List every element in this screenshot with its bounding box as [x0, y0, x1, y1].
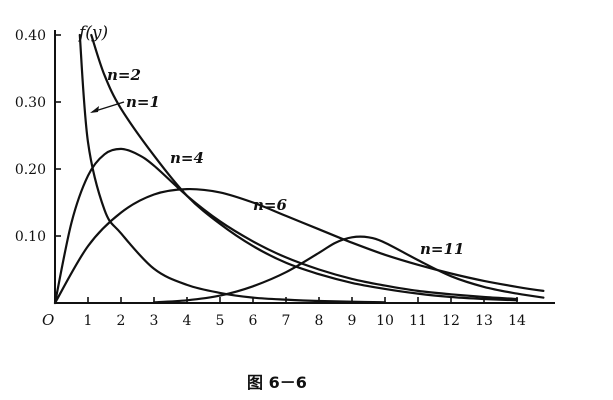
x-tick-label: 3 [150, 313, 159, 329]
y-axis-label: f(y) [77, 23, 108, 43]
x-tick-label: 12 [442, 313, 460, 329]
curve-n-1 [78, 33, 387, 304]
series-label-n-6: n=6 [253, 196, 287, 214]
figure-caption: 图 6－6 [247, 373, 307, 392]
x-tick-label: 4 [183, 313, 192, 329]
curve-n-2 [90, 33, 519, 302]
y-tick-label: 0.30 [15, 95, 46, 111]
x-tick-label: 9 [348, 313, 357, 329]
x-tick-label: 2 [117, 313, 126, 329]
curve-n-11 [152, 235, 545, 304]
x-tick-label: 13 [475, 313, 493, 329]
series-label-n-4: n=4 [170, 149, 204, 167]
y-tick-label: 0.40 [15, 28, 46, 44]
n1-leader-arrowhead [90, 106, 99, 113]
curve-n-6 [53, 187, 545, 305]
origin-label: O [42, 311, 54, 329]
x-tick-label: 7 [282, 313, 291, 329]
series-labels: n=2 n=1 n=4 n=6 n=11 [90, 66, 464, 258]
series-curves [53, 33, 545, 305]
series-label-n-1: n=1 [126, 93, 160, 111]
series-label-n-11: n=11 [420, 240, 464, 258]
x-ticks: 1 2 3 4 5 6 7 8 9 10 11 12 13 14 [84, 297, 526, 329]
x-tick-label: 5 [216, 313, 225, 329]
x-tick-label: 6 [249, 313, 258, 329]
y-tick-label: 0.10 [15, 229, 46, 245]
x-tick-label: 14 [508, 313, 526, 329]
y-tick-label: 0.20 [15, 162, 46, 178]
x-tick-label: 1 [84, 313, 93, 329]
x-tick-label: 11 [409, 313, 427, 329]
axes [54, 30, 555, 304]
x-tick-label: 8 [315, 313, 324, 329]
series-label-n-2: n=2 [107, 66, 141, 84]
y-ticks: 0.10 0.20 0.30 0.40 [15, 28, 61, 245]
curve-n-4 [53, 147, 519, 305]
x-tick-label: 10 [376, 313, 394, 329]
